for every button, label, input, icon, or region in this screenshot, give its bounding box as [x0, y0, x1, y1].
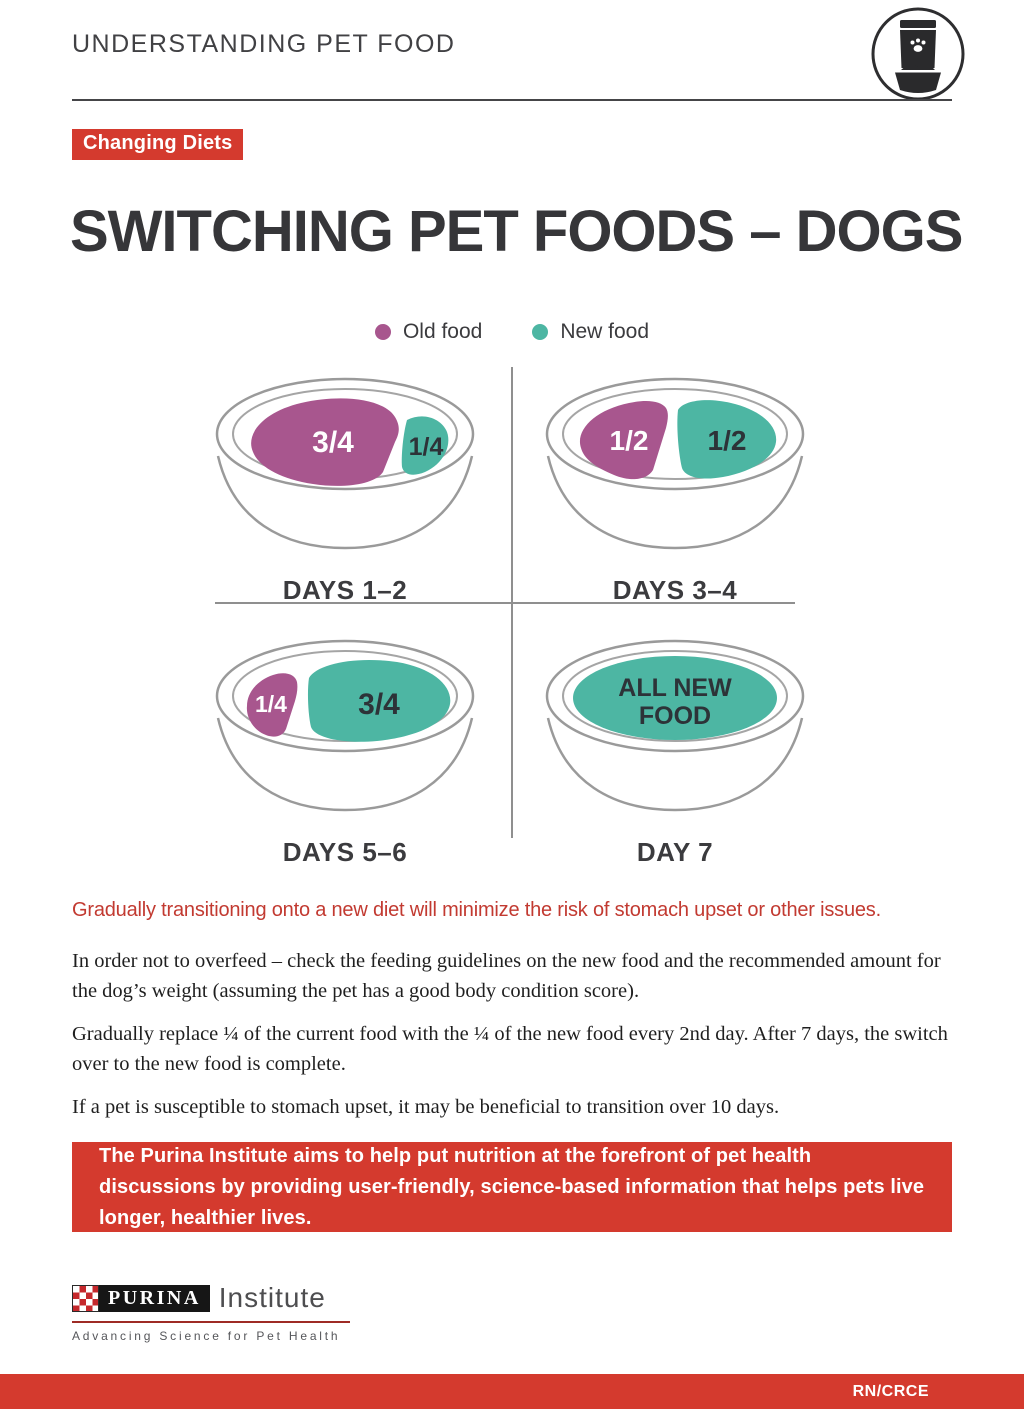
bowl-outline [546, 717, 804, 812]
new-portion-label: 3/4 [358, 688, 400, 721]
bowl-diagram-day-7: ALL NEW FOOD DAY 7 [535, 634, 815, 868]
paragraph-overfeed: In order not to overfeed – check the fee… [72, 950, 941, 1002]
bowl-caption: DAYS 1–2 [282, 575, 408, 605]
bowl-outline [546, 455, 804, 550]
bag-flap [900, 20, 936, 28]
new-food-shape [307, 659, 451, 742]
body-text: In order not to overfeed – check the fee… [72, 946, 956, 1135]
new-portion-label: 1/2 [708, 425, 747, 456]
logo-tagline: Advancing Science for Pet Health [72, 1329, 341, 1343]
footer-bar: RN/CRCE [0, 1374, 1024, 1409]
old-food-shape [246, 673, 298, 737]
purina-institute-logo: PURINA Institute Advancing Science for P… [72, 1282, 352, 1343]
purina-checkerboard-icon [72, 1284, 99, 1312]
bowl-caption: DAYS 3–4 [612, 575, 738, 605]
bowl-outline [216, 455, 474, 550]
highlight-sentence: Gradually transitioning onto a new diet … [72, 899, 881, 921]
paw-icon [910, 38, 926, 52]
all-new-food-label-line1: ALL NEW [618, 674, 732, 702]
bowl-outline [216, 717, 474, 812]
new-food-legend-label: New food [560, 320, 650, 343]
dog-bowl [895, 72, 941, 93]
bowl-diagram-days-1-2: 3/4 1/4 DAYS 1–2 [205, 372, 485, 606]
bowl-diagram-days-3-4: 1/2 1/2 DAYS 3–4 [535, 372, 815, 606]
old-food-shape [251, 398, 399, 486]
new-food-shape [677, 400, 777, 479]
bowl-diagram-days-5-6: 1/4 3/4 DAYS 5–6 [205, 634, 485, 868]
bowl-caption: DAYS 5–6 [282, 837, 408, 867]
paragraph-replace-quarter: Gradually replace ¼ of the current food … [72, 1023, 948, 1075]
old-food-shape [579, 400, 668, 480]
footer-code: RN/CRCE [852, 1382, 929, 1400]
purina-wordmark: PURINA [99, 1284, 210, 1312]
quadrant-horizontal-divider [215, 602, 795, 604]
purina-institute-banner: The Purina Institute aims to help put nu… [72, 1142, 952, 1232]
new-food-shape [573, 656, 777, 740]
old-portion-label: 1/2 [610, 425, 649, 456]
logo-divider [72, 1321, 350, 1323]
new-food-shape [401, 416, 449, 475]
institute-wordmark: Institute [218, 1282, 326, 1313]
new-food-legend-dot [532, 324, 549, 340]
page-header-title: UNDERSTANDING PET FOOD [72, 30, 456, 58]
bowl-caption: DAY 7 [636, 837, 714, 867]
section-badge: Changing Diets [72, 129, 244, 160]
pet-food-bag-and-bowl-icon [871, 7, 965, 101]
kibble-mound [901, 64, 935, 70]
new-portion-label: 1/4 [409, 433, 444, 461]
old-portion-label: 1/4 [255, 691, 287, 717]
old-portion-label: 3/4 [312, 426, 354, 459]
bowl-inner-rim [562, 388, 788, 480]
old-food-legend-dot [374, 324, 391, 340]
banner-text: The Purina Institute aims to help put nu… [99, 1144, 925, 1229]
page-title: SWITCHING PET FOODS – DOGS [70, 199, 963, 264]
paragraph-sensitive-stomach: If a pet is susceptible to stomach upset… [72, 1096, 780, 1118]
bowl-inner-rim [562, 650, 788, 742]
header-divider [72, 99, 952, 101]
all-new-food-label-line2: FOOD [639, 702, 711, 730]
old-food-legend-label: Old food [402, 320, 483, 343]
legend: Old food New food [0, 320, 1024, 344]
